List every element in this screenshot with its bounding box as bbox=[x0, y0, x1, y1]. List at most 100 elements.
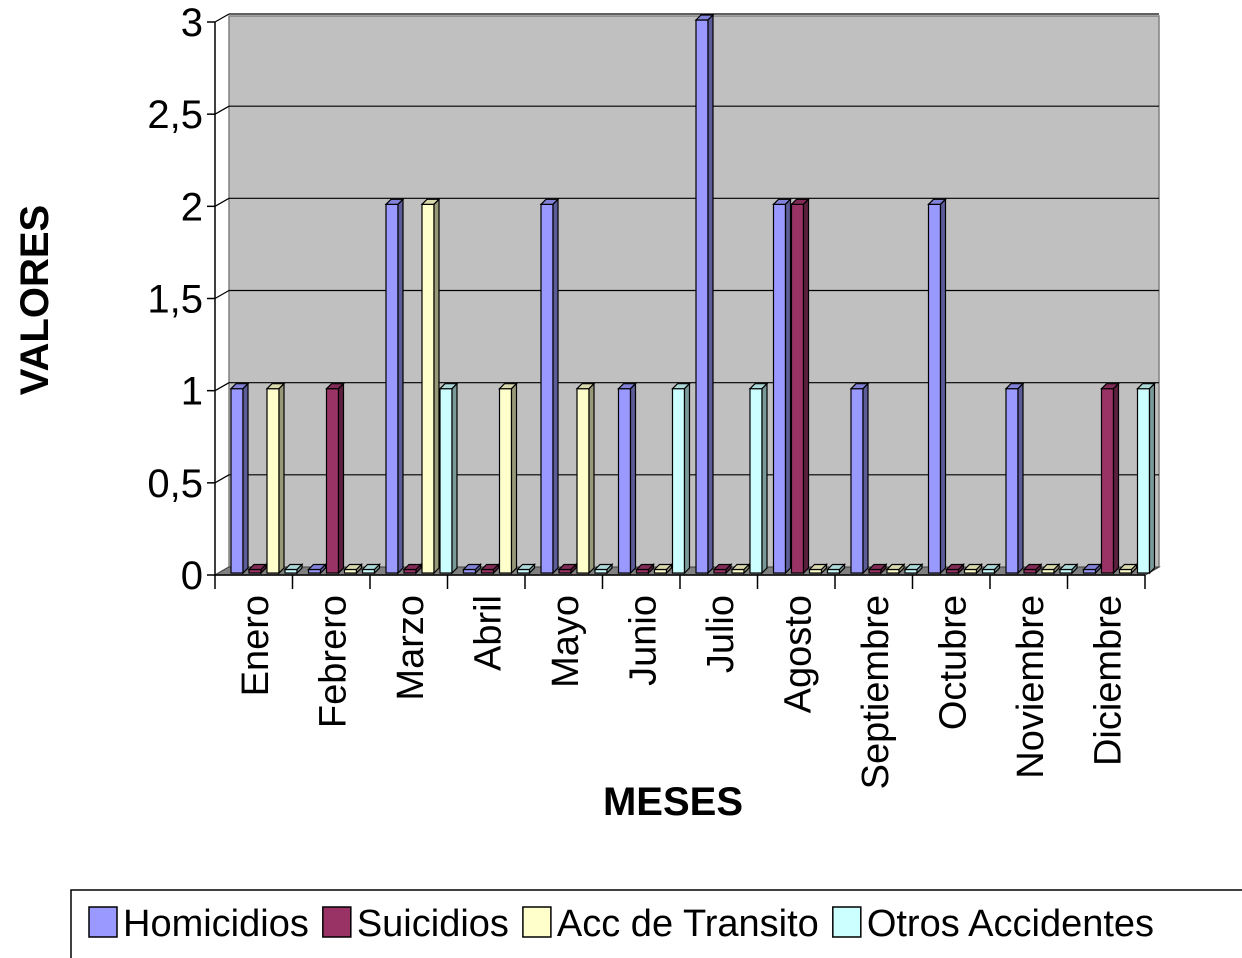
bar-side bbox=[296, 563, 303, 575]
y-tick-label: 1 bbox=[181, 370, 203, 414]
legend-label: Suicidios bbox=[357, 903, 509, 945]
y-tick-label: 3 bbox=[181, 1, 203, 45]
legend-label: Otros Accidentes bbox=[867, 903, 1154, 945]
bar-side bbox=[743, 563, 750, 575]
bar-side bbox=[355, 563, 363, 575]
bar-front bbox=[385, 203, 399, 574]
legend-box bbox=[70, 889, 1242, 958]
bar-side bbox=[647, 563, 655, 575]
x-axis-title: MESES bbox=[603, 780, 743, 824]
bar bbox=[265, 382, 286, 575]
bar-side bbox=[975, 563, 983, 575]
bar-side bbox=[415, 563, 422, 575]
bar bbox=[480, 563, 500, 575]
legend-item: Otros Accidentes bbox=[832, 903, 1154, 945]
bar-side bbox=[528, 563, 536, 575]
y-tick-label: 2 bbox=[181, 185, 203, 229]
bar-side bbox=[1130, 563, 1138, 575]
bar bbox=[498, 382, 518, 575]
y-axis-title: VALORES bbox=[13, 205, 57, 395]
bar-side bbox=[939, 197, 947, 575]
bar-side bbox=[433, 197, 440, 575]
bar bbox=[593, 563, 614, 575]
bar-front bbox=[576, 388, 590, 574]
bar-side bbox=[802, 197, 810, 575]
legend-swatch bbox=[832, 906, 862, 938]
bar bbox=[247, 563, 268, 575]
legend-item: Homicidios bbox=[88, 903, 309, 945]
bar-side bbox=[707, 13, 714, 575]
bar bbox=[229, 382, 250, 575]
bar-side bbox=[337, 382, 345, 575]
bar bbox=[867, 563, 888, 575]
bar-front bbox=[498, 388, 513, 574]
bar bbox=[927, 197, 947, 575]
bar bbox=[1082, 563, 1102, 575]
bar-side bbox=[957, 563, 965, 575]
bar bbox=[748, 382, 769, 575]
bar-side bbox=[898, 563, 905, 575]
bar-side bbox=[588, 382, 595, 575]
bar-side bbox=[1035, 563, 1042, 575]
bar-side bbox=[492, 563, 500, 575]
bar bbox=[1118, 563, 1138, 575]
x-tick-label: Noviembre bbox=[1010, 595, 1052, 779]
bar-front bbox=[230, 388, 244, 574]
bar bbox=[617, 382, 637, 575]
bar-side bbox=[880, 563, 887, 575]
bar-front bbox=[421, 203, 435, 574]
bar-side bbox=[784, 197, 792, 575]
bar bbox=[790, 197, 810, 575]
bar-side bbox=[1094, 563, 1102, 575]
bar-front bbox=[540, 203, 554, 574]
bar bbox=[981, 563, 1001, 575]
x-tick-label: Febrero bbox=[312, 595, 354, 728]
gridline bbox=[214, 105, 230, 115]
bar-side bbox=[319, 563, 327, 575]
bar-side bbox=[242, 382, 249, 575]
x-tick-label: Abril bbox=[467, 595, 509, 671]
bar bbox=[671, 382, 691, 575]
bar bbox=[438, 382, 459, 575]
bar-side bbox=[451, 382, 458, 575]
bar bbox=[1040, 563, 1061, 575]
bar bbox=[516, 563, 536, 575]
bar bbox=[635, 563, 655, 575]
bar-front bbox=[790, 203, 805, 574]
bar-side bbox=[1071, 563, 1078, 575]
bar bbox=[1058, 563, 1079, 575]
bar-side bbox=[510, 382, 518, 575]
bar bbox=[694, 13, 715, 575]
bar bbox=[384, 197, 405, 575]
bar-side bbox=[397, 197, 404, 575]
bar-side bbox=[373, 563, 381, 575]
bar-side bbox=[993, 563, 1001, 575]
x-tick-label: Octubre bbox=[932, 595, 974, 730]
bars bbox=[229, 13, 1156, 575]
bar bbox=[730, 563, 751, 575]
legend-swatch bbox=[322, 906, 352, 938]
bar bbox=[826, 563, 846, 575]
bar-front bbox=[850, 388, 864, 574]
x-tick-label: Septiembre bbox=[855, 595, 897, 789]
bar-side bbox=[570, 563, 577, 575]
legend: Homicidios Suicidios Acc de Transito Otros … bbox=[70, 889, 1242, 958]
bar-side bbox=[606, 563, 613, 575]
x-tick-label: Agosto bbox=[777, 595, 819, 713]
bar-side bbox=[916, 563, 923, 575]
bar-front bbox=[695, 19, 709, 574]
bar-side bbox=[683, 382, 691, 575]
bar-side bbox=[761, 382, 768, 575]
bar bbox=[343, 563, 363, 575]
bar-front bbox=[772, 203, 787, 574]
bar-front bbox=[671, 388, 686, 574]
bar-side bbox=[838, 563, 846, 575]
bar-side bbox=[474, 563, 482, 575]
legend-swatch bbox=[522, 906, 552, 938]
x-tick-labels: Enero Febrero Marzo Abril Mayo Junio Julio Agos… bbox=[235, 595, 1130, 789]
gridline bbox=[214, 382, 230, 392]
bar-side bbox=[552, 197, 559, 575]
bar-side bbox=[820, 563, 828, 575]
bar-front bbox=[749, 388, 763, 574]
